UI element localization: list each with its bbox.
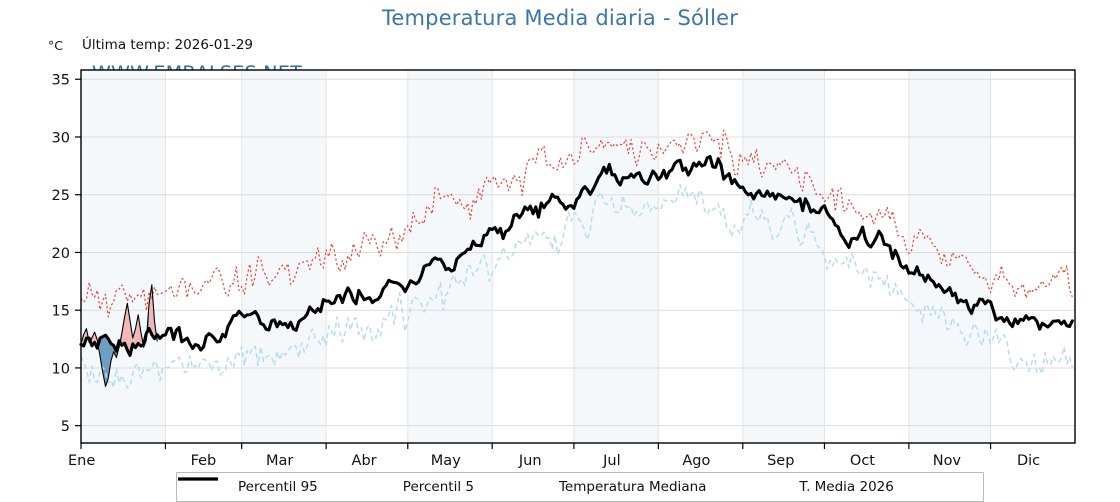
legend-percentil-95-label: Percentil 95: [238, 479, 318, 495]
y-tick-label: 5: [61, 419, 70, 435]
month-band: [407, 70, 493, 443]
x-tick-label: Mar: [266, 453, 293, 469]
x-tick-label: Abr: [352, 453, 377, 469]
x-tick-label: Feb: [191, 453, 217, 469]
page-title: Temperatura Media diaria - Sóller: [381, 6, 739, 30]
month-band: [241, 70, 327, 443]
y-tick-label: 15: [52, 304, 70, 320]
last-temp-annotation: Última temp: 2026-01-29: [82, 37, 254, 53]
x-tick-label: Ago: [682, 453, 710, 469]
y-tick-label: 20: [52, 246, 70, 262]
series-t-media-2026: [80, 284, 158, 387]
series-percentil-5: [80, 184, 1074, 389]
legend-temperatura-mediana-label: Temperatura Mediana: [558, 479, 707, 495]
x-tick-label: Jun: [518, 453, 542, 469]
x-tick-label: Jul: [602, 453, 621, 469]
month-band: [658, 70, 743, 443]
y-tick-label: 30: [52, 130, 70, 146]
month-band: [165, 70, 242, 443]
series-temperatura-mediana: [79, 155, 1074, 357]
month-band: [908, 70, 991, 443]
legend-t-media-2026[interactable]: T. Media 2026: [178, 473, 894, 501]
month-band: [492, 70, 574, 443]
month-band: [742, 70, 825, 443]
legend-percentil-5-swatch: [178, 478, 394, 493]
plot-frame: [80, 69, 1076, 444]
month-band: [824, 70, 909, 443]
x-tick-label: Dic: [1017, 453, 1040, 469]
month-band: [326, 70, 408, 443]
y-tick-label: 10: [52, 361, 70, 377]
month-band: [990, 70, 1075, 443]
x-tick-label: May: [431, 453, 461, 469]
month-band: [573, 70, 659, 443]
legend-t-media-2026-swatch: [178, 478, 790, 493]
legend-temperatura-mediana[interactable]: Temperatura Mediana: [178, 473, 707, 501]
legend-percentil-5[interactable]: Percentil 5: [178, 473, 474, 501]
x-tick-label: Oct: [850, 453, 875, 469]
x-tick-label: Sep: [767, 453, 794, 469]
x-tick-label: Nov: [933, 453, 962, 469]
series-percentil-95: [80, 129, 1073, 318]
legend-temperatura-mediana-swatch: [178, 477, 550, 493]
legend-t-media-2026-label: T. Media 2026: [799, 479, 894, 495]
y-axis-unit-label: °C: [48, 38, 63, 53]
y-tick-label: 35: [52, 73, 70, 89]
legend-percentil-5-label: Percentil 5: [402, 479, 474, 495]
month-band: [81, 70, 166, 443]
y-tick-label: 25: [52, 188, 70, 204]
chart-legend: Percentil 95 Percentil 5 Temperatura Media…: [176, 472, 984, 502]
x-tick-label: Ene: [68, 453, 95, 469]
